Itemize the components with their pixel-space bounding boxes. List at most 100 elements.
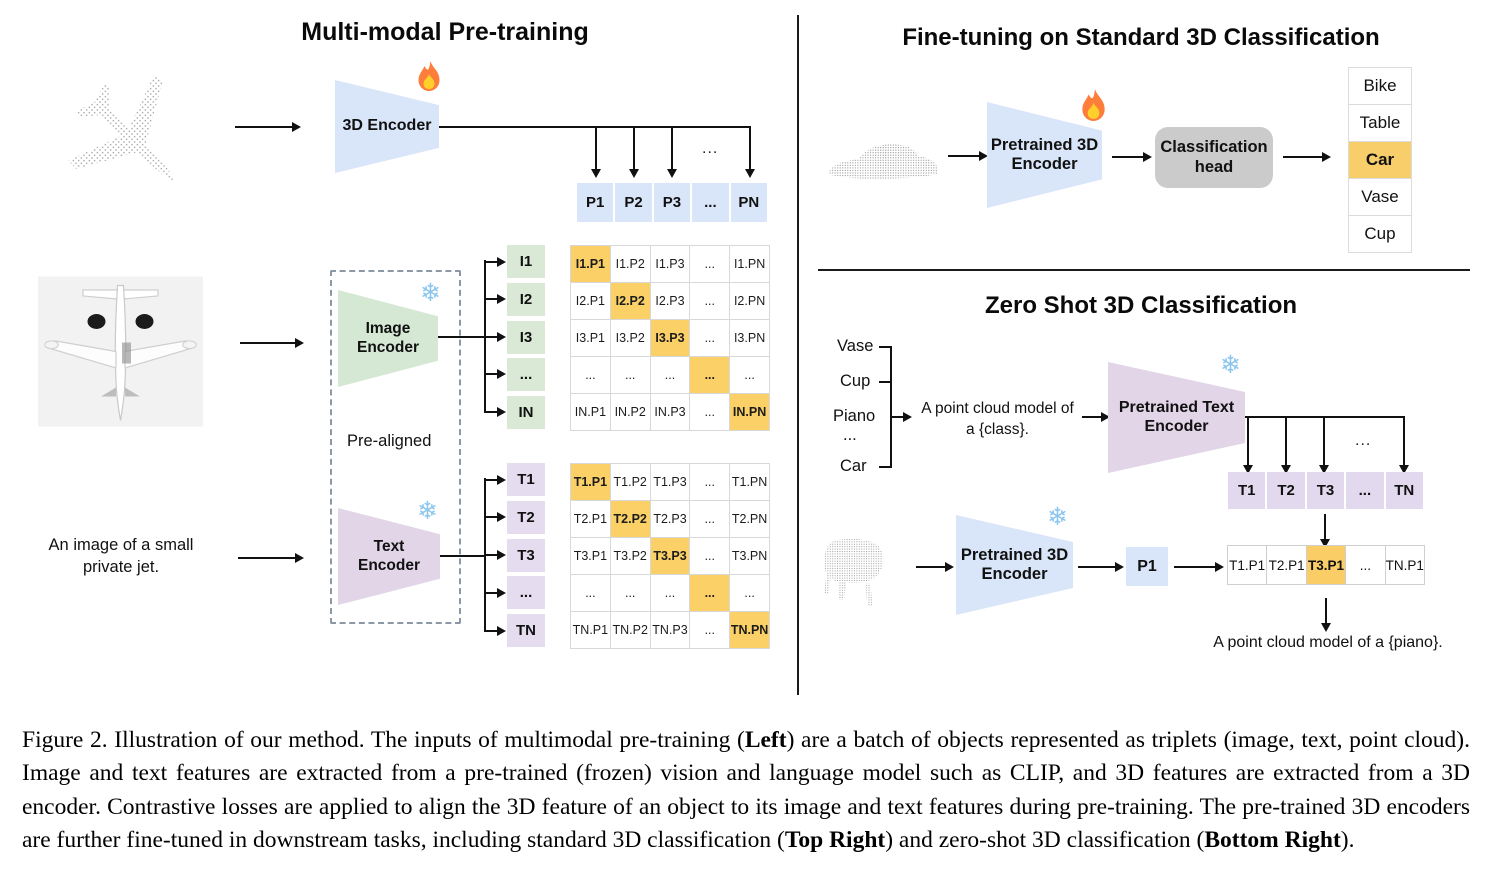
p1-feature-cell: P1 [1126,547,1168,586]
matrix-cell: I2.P3 [650,283,690,319]
arrow [1082,412,1110,422]
snowflake-icon: ❄ [420,279,441,307]
vertical-divider [797,15,799,695]
i-cell: I1 [507,245,545,278]
matrix-cell: ... [690,501,730,537]
classification-head-line2: head [1194,157,1234,176]
class-cell: Vase [1349,179,1411,215]
horizontal-divider [818,269,1470,271]
t-cell: T1 [1228,472,1266,509]
fire-icon [418,61,440,91]
matrix-cell: TN.P3 [650,612,690,648]
class-cell: Cup [1349,216,1411,252]
similarity-cell: T2.P1 [1267,546,1306,584]
snowflake-icon: ❄ [1220,351,1241,379]
t-cell: ... [1346,472,1384,509]
matrix-cell: I3.P2 [610,320,650,356]
caption-part4: ). [1340,827,1355,854]
arrow [745,126,755,178]
piano-point-cloud [824,538,884,607]
matrix-cell: ... [610,575,650,611]
figure-caption: Figure 2. Illustration of our method. Th… [22,724,1470,857]
t-cell: T3 [507,538,545,572]
bracket-tick [879,466,891,468]
matrix-cell: I2.P2 [610,283,650,319]
zs-class-ellipsis: ... [843,426,857,444]
similarity-cell: T1.P1 [1228,546,1267,584]
matrix-cell: ... [730,357,769,393]
p-cell: ... [692,183,729,222]
matrix-cell: ... [571,357,610,393]
matrix-cell: I1.PN [730,246,769,282]
p-cell: P3 [653,183,691,222]
text-encoder-label-line2: Encoder [357,556,420,574]
pretrained-text-encoder-line2: Encoder [1144,417,1209,435]
matrix-cell: I1.P2 [610,246,650,282]
3d-encoder-label: 3D Encoder [342,117,432,135]
arrow [1243,416,1253,474]
arrow [1112,152,1152,162]
t-cell: TN [507,614,545,647]
fire-icon [1082,89,1105,121]
class-list: Bike Table Car Vase Cup [1348,67,1412,253]
matrix-cell: ... [690,575,730,611]
caption-part1: Figure 2. Illustration of our method. Th… [22,727,745,753]
p-cell: P2 [615,183,652,222]
airplane-point-cloud [68,74,175,182]
t-cell: T3 [1306,472,1345,509]
car-point-cloud [828,144,939,179]
text-point-similarity-matrix: T1.P1 T1.P2 T1.P3... T1.PN T2.P1 T2.P2 T2.P3..… [570,463,770,649]
matrix-cell: I1.P1 [571,246,610,282]
matrix-cell: IN.P3 [650,394,690,430]
text-input-line1: An image of a small [48,536,194,554]
zs-3d-encoder-line2: Encoder [981,565,1048,583]
text-encoder-label-line1: Text [373,538,405,556]
zs-output-text: A point cloud model of a {piano}. [1213,634,1443,651]
zs-class-cup: Cup [840,372,871,390]
arrow [235,122,301,132]
bracket-tick [879,381,891,383]
class-cell: Table [1349,105,1411,141]
matrix-cell: IN.P1 [571,394,610,430]
image-encoder-label-line1: Image [365,320,411,338]
matrix-cell: I3.PN [730,320,769,356]
t-cell: TN [1385,472,1423,509]
similarity-cell: ... [1346,546,1385,584]
matrix-cell: ... [690,464,730,500]
arrow [629,126,639,178]
class-cell: Bike [1349,68,1411,104]
ellipsis: ... [1355,432,1372,449]
matrix-cell: ... [690,538,730,574]
pretrained-text-encoder-line1: Pretrained Text [1118,398,1235,416]
prealigned-box [330,270,461,624]
p-feature-row: P1 P2 P3... PN [577,183,767,222]
classification-head-line1: Classification [1160,137,1268,156]
prompt-line2: a {class}. [966,421,1029,439]
matrix-cell: ... [610,357,650,393]
arrow [484,587,506,598]
i-cell: IN [507,396,545,429]
text-feature-column: T1 T2 T3... TN [507,463,545,647]
connector-line [440,555,486,557]
matrix-cell: T3.PN [730,538,769,574]
similarity-cell: T3.P1 [1306,546,1346,584]
arrow [1281,416,1291,474]
matrix-cell: T1.P1 [571,464,610,500]
arrow [916,562,954,572]
prealigned-label: Pre-aligned [347,432,432,450]
arrow [1319,416,1329,474]
matrix-cell: IN.P2 [610,394,650,430]
arrow [948,151,988,161]
finetune-encoder-label-line2: Encoder [1011,155,1078,173]
matrix-cell: TN.P1 [571,612,610,648]
arrow [890,412,912,422]
matrix-cell: I3.P1 [571,320,610,356]
matrix-cell: I2.P1 [571,283,610,319]
matrix-cell: T3.P1 [571,538,610,574]
matrix-cell: T3.P3 [650,538,690,574]
matrix-cell: T2.PN [730,501,769,537]
p-cell: PN [730,183,767,222]
t-cell: ... [507,576,545,610]
arrow [667,126,677,178]
